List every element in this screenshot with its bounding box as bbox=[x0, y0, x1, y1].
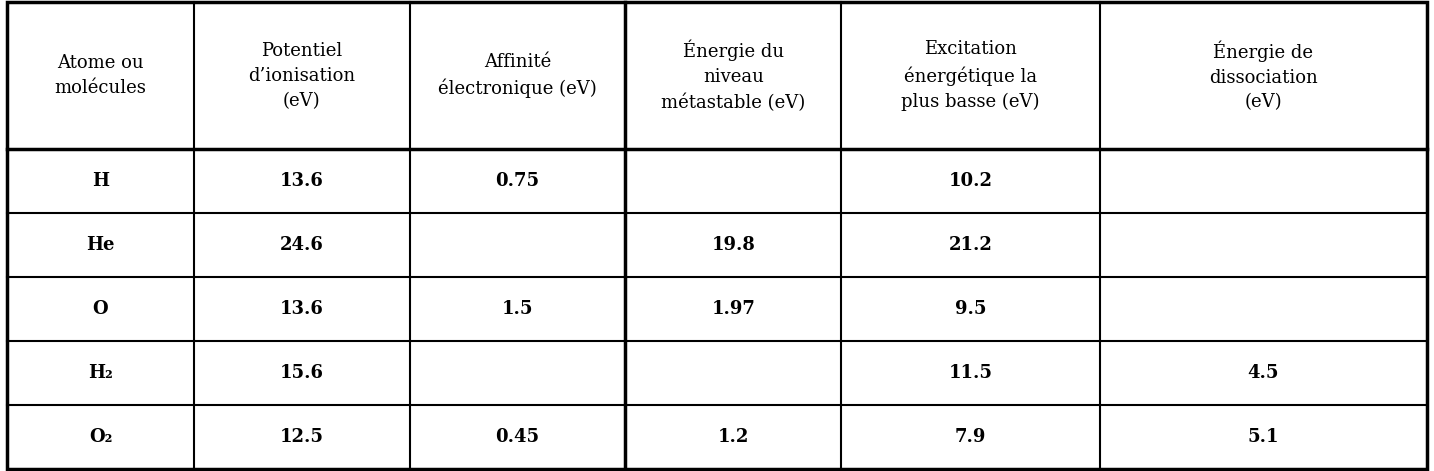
Text: 1.2: 1.2 bbox=[717, 428, 749, 446]
Text: 13.6: 13.6 bbox=[280, 172, 324, 190]
Text: 15.6: 15.6 bbox=[280, 364, 324, 382]
Text: O₂: O₂ bbox=[89, 428, 112, 446]
Text: Excitation
énergétique la
plus basse (eV): Excitation énergétique la plus basse (eV… bbox=[901, 41, 1040, 111]
Text: Énergie du
niveau
métastable (eV): Énergie du niveau métastable (eV) bbox=[661, 40, 806, 112]
Text: 21.2: 21.2 bbox=[948, 236, 992, 254]
Text: 7.9: 7.9 bbox=[955, 428, 987, 446]
Text: Énergie de
dissociation
(eV): Énergie de dissociation (eV) bbox=[1209, 40, 1318, 112]
Text: 4.5: 4.5 bbox=[1248, 364, 1279, 382]
Text: 13.6: 13.6 bbox=[280, 300, 324, 318]
Text: 1.97: 1.97 bbox=[711, 300, 756, 318]
Text: H: H bbox=[92, 172, 109, 190]
Text: 24.6: 24.6 bbox=[280, 236, 324, 254]
Text: 1.5: 1.5 bbox=[502, 300, 533, 318]
Text: 9.5: 9.5 bbox=[955, 300, 987, 318]
Text: Potentiel
d’ionisation
(eV): Potentiel d’ionisation (eV) bbox=[248, 42, 356, 110]
Text: 10.2: 10.2 bbox=[948, 172, 992, 190]
Text: He: He bbox=[86, 236, 115, 254]
Text: 11.5: 11.5 bbox=[948, 364, 992, 382]
Text: 0.45: 0.45 bbox=[496, 428, 539, 446]
Text: O: O bbox=[93, 300, 109, 318]
Text: 5.1: 5.1 bbox=[1248, 428, 1279, 446]
Text: 0.75: 0.75 bbox=[496, 172, 539, 190]
Text: 19.8: 19.8 bbox=[711, 236, 756, 254]
Text: 12.5: 12.5 bbox=[280, 428, 324, 446]
Text: Affinité
électronique (eV): Affinité électronique (eV) bbox=[439, 53, 597, 98]
Text: H₂: H₂ bbox=[87, 364, 113, 382]
Text: Atome ou
molécules: Atome ou molécules bbox=[54, 54, 146, 97]
